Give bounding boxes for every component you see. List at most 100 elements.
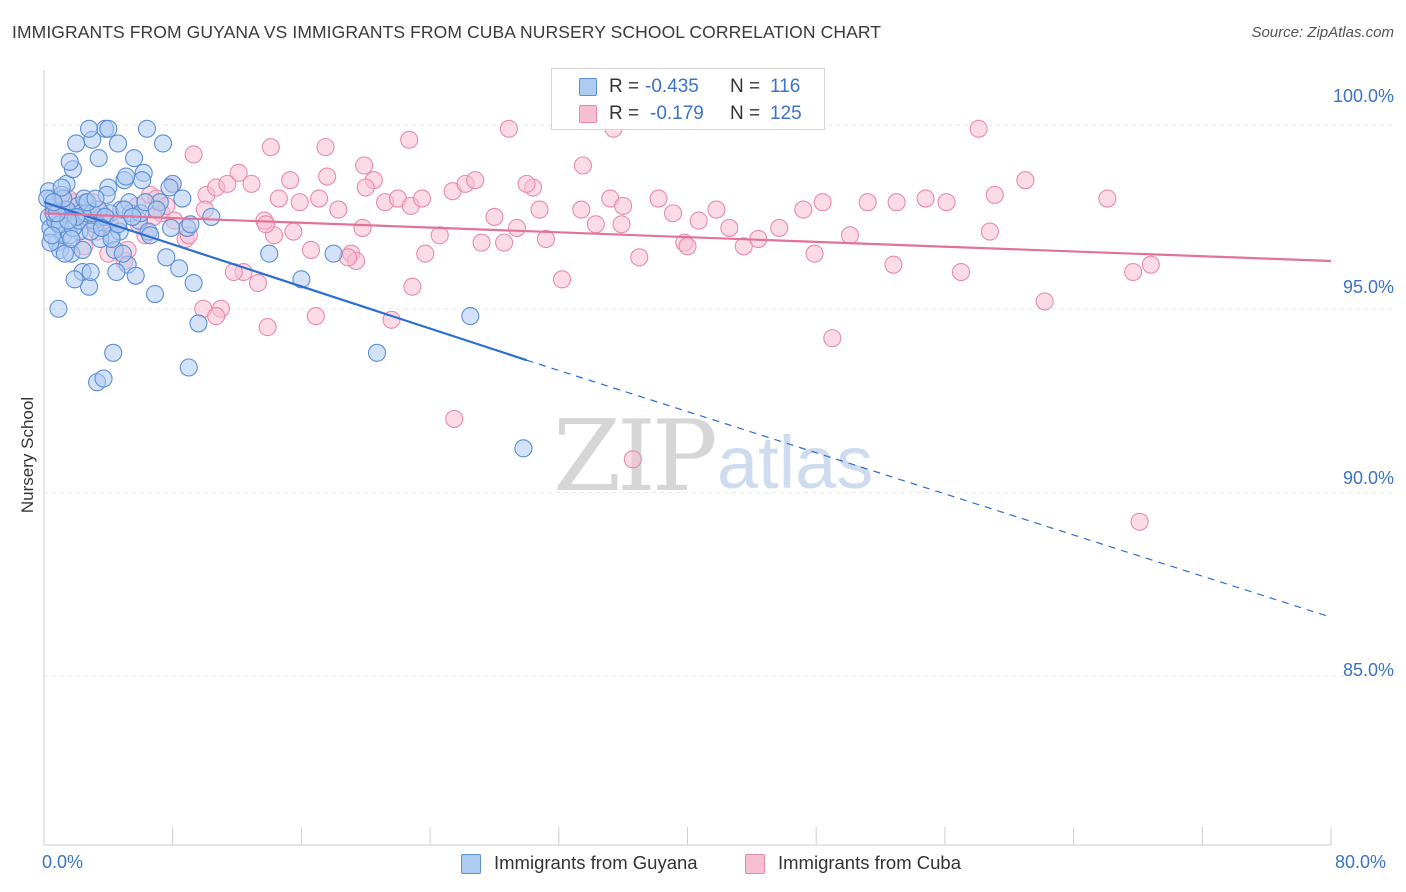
guyana-point — [94, 369, 113, 388]
cuba-point — [805, 244, 824, 263]
guyana-point — [324, 244, 343, 263]
guyana-point — [62, 229, 81, 249]
guyana-point — [461, 307, 480, 326]
guyana-point — [81, 262, 100, 282]
guyana-point — [153, 134, 173, 153]
cuba-point — [310, 189, 329, 208]
cuba-point — [823, 329, 842, 348]
cuba-point — [430, 226, 449, 245]
guyana-trendline — [43, 201, 527, 362]
legend-label-cuba: Immigrants from Cuba — [778, 852, 961, 873]
guyana-point — [73, 240, 92, 260]
cuba-point — [403, 277, 422, 296]
series-legend: Immigrants from Guyana Immigrants from C… — [0, 852, 1406, 878]
y-tick-label: 90.0% — [1342, 468, 1394, 488]
cuba-point — [530, 200, 549, 219]
cuba-point — [413, 189, 432, 208]
guyana-point — [60, 152, 79, 171]
guyana-point — [86, 189, 105, 208]
cuba-point — [445, 409, 464, 428]
cuba-point — [507, 218, 527, 237]
cuba-point — [887, 193, 906, 212]
cuba-point — [678, 237, 697, 256]
guyana-point — [107, 262, 126, 282]
guyana-point — [108, 134, 128, 153]
guyana-point — [160, 178, 179, 197]
guyana-point — [65, 270, 84, 289]
cuba-point — [1130, 512, 1149, 531]
guyana-point — [67, 134, 86, 153]
cuba-point — [884, 255, 903, 274]
guyana-r-value: -0.435 — [645, 76, 699, 97]
cuba-point — [985, 185, 1004, 204]
cuba-point — [707, 200, 726, 219]
cuba-point — [466, 171, 485, 190]
y-tick-label: 85.0% — [1342, 660, 1394, 680]
cuba-point — [612, 215, 631, 234]
guyana-point — [99, 119, 118, 138]
guyana-swatch — [461, 854, 481, 874]
cuba-point — [302, 240, 321, 260]
guyana-point — [179, 358, 198, 377]
n-label: N = — [730, 76, 761, 97]
watermark-atlas: atlas — [717, 421, 874, 504]
r-label: R = — [609, 76, 640, 97]
cuba-point — [813, 193, 832, 212]
guyana-point — [104, 343, 123, 362]
cuba-point — [256, 215, 276, 234]
cuba-point — [400, 130, 419, 149]
cuba-point — [734, 237, 753, 256]
cuba-point — [1141, 255, 1160, 274]
guyana-point — [170, 259, 189, 278]
cuba-point — [623, 450, 642, 469]
cuba-point — [290, 193, 309, 212]
cuba-point — [184, 145, 203, 164]
cuba-point — [1124, 262, 1143, 282]
legend-label-guyana: Immigrants from Guyana — [494, 852, 698, 873]
guyana-point — [157, 248, 176, 267]
legend-row-guyana: R = -0.435 N = 116 — [552, 76, 824, 100]
guyana-point — [116, 167, 136, 186]
cuba-r-value: -0.179 — [650, 103, 704, 124]
x-tick-label-min: 0.0% — [42, 852, 84, 872]
cuba-point — [499, 119, 518, 138]
cuba-point — [269, 189, 288, 208]
guyana-point — [173, 189, 192, 208]
chart-title: IMMIGRANTS FROM GUYANA VS IMMIGRANTS FRO… — [12, 22, 882, 42]
cuba-point — [248, 273, 268, 293]
legend-row-cuba: R = -0.179 N = 125 — [552, 103, 824, 127]
r-label: R = — [609, 103, 640, 124]
cuba-point — [649, 189, 668, 208]
cuba-point — [229, 163, 248, 182]
cuba-point — [552, 270, 572, 289]
n-label: N = — [730, 103, 761, 124]
cuba-swatch — [745, 854, 765, 874]
cuba-point — [218, 174, 237, 193]
guyana-point — [181, 215, 200, 234]
cuba-point — [794, 200, 813, 219]
cuba-point — [858, 193, 877, 212]
guyana-point — [52, 178, 71, 197]
cuba-point — [1098, 189, 1117, 208]
cuba-point — [517, 174, 536, 193]
cuba-swatch — [579, 105, 597, 123]
cuba-point — [472, 233, 491, 252]
cuba-point — [318, 167, 337, 186]
cuba-point — [980, 222, 999, 241]
cuba-point — [573, 156, 592, 175]
cuba-point — [258, 318, 277, 337]
cuba-point — [916, 189, 935, 208]
guyana-point — [79, 119, 99, 138]
x-tick-label-max: 80.0% — [1335, 852, 1387, 872]
guyana-point — [184, 273, 203, 293]
guyana-point — [514, 439, 533, 458]
cuba-point — [495, 233, 514, 252]
cuba-point — [536, 229, 555, 249]
guyana-point — [260, 244, 279, 263]
cuba-point — [485, 207, 504, 226]
cuba-n-value: 125 — [770, 103, 802, 124]
stats-legend: R = -0.435 N = 116 R = -0.179 N = 125 — [551, 68, 825, 130]
cuba-point — [281, 171, 300, 190]
guyana-trendline-extrapolated — [526, 359, 1332, 618]
cuba-point — [614, 196, 633, 215]
